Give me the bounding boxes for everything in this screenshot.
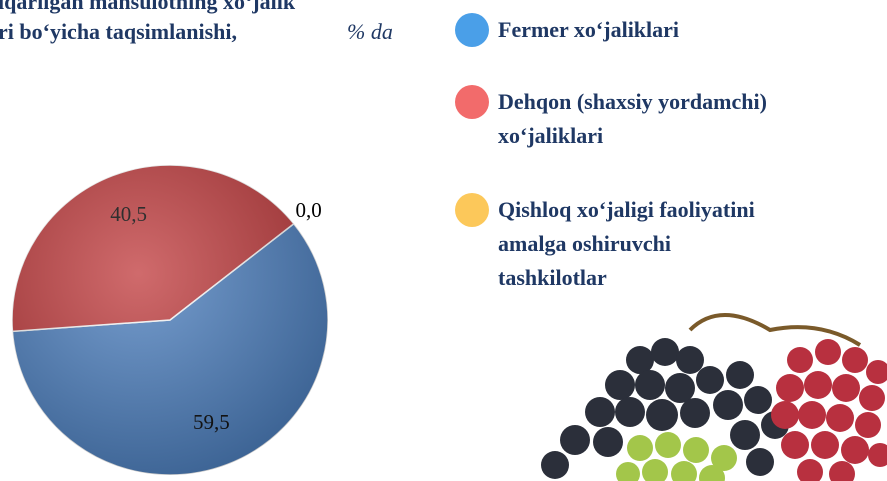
data-label: 40,5: [110, 202, 147, 226]
legend-item: Dehqon (shaxsiy yordamchi) xo‘jaliklari: [455, 85, 767, 148]
title-unit: % da: [347, 19, 393, 44]
legend-label: amalga oshiruvchi: [498, 231, 671, 256]
legend-item: Fermer xo‘jaliklari: [455, 13, 679, 47]
legend-label: Qishloq xo‘jaligi faoliyatini: [498, 197, 755, 222]
pie: 59,5 40,5 0,0: [11, 164, 329, 476]
legend-label: xo‘jaliklari: [498, 123, 603, 148]
legend-swatch: [455, 193, 489, 227]
legend-swatch: [455, 13, 489, 47]
title-line: iqarilgan mahsulotning xo‘jalik: [0, 0, 296, 14]
data-label: 59,5: [193, 410, 230, 434]
legend-label: Dehqon (shaxsiy yordamchi): [498, 89, 767, 114]
legend: Fermer xo‘jaliklari Dehqon (shaxsiy yorda…: [455, 13, 767, 290]
grapes-image: [541, 313, 887, 481]
legend-label: tashkilotlar: [498, 265, 607, 290]
title-line: ri bo‘yicha taqsimlanishi,: [0, 19, 237, 44]
legend-swatch: [455, 85, 489, 119]
legend-item: Qishloq xo‘jaligi faoliyatini amalga oshi…: [455, 193, 755, 290]
data-label: 0,0: [296, 198, 322, 222]
title: iqarilgan mahsulotning xo‘jalik ri bo‘yi…: [0, 0, 393, 44]
legend-label: Fermer xo‘jaliklari: [498, 17, 679, 42]
